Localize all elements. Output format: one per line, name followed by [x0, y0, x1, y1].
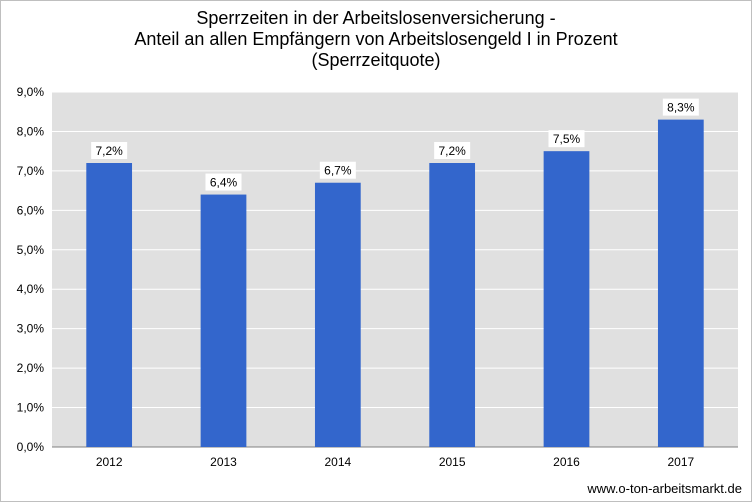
data-label-2016: 7,5%	[553, 132, 581, 146]
y-tick-label: 6,0%	[17, 203, 45, 217]
y-tick-label: 7,0%	[17, 164, 45, 178]
y-tick-label: 9,0%	[17, 85, 45, 99]
x-tick-label: 2013	[210, 455, 237, 469]
bar-2013	[200, 194, 247, 447]
x-tick-label: 2016	[553, 455, 580, 469]
plot-area	[52, 92, 738, 447]
data-label-box	[319, 161, 356, 179]
bar-2012	[86, 163, 133, 447]
data-label-box	[434, 142, 471, 159]
chart-title-line-1: Sperrzeiten in der Arbeitslosenversicher…	[196, 8, 556, 28]
x-tick-label: 2012	[96, 455, 123, 469]
data-label-2012: 7,2%	[95, 144, 123, 158]
data-label-box	[548, 130, 585, 148]
x-tick-label: 2017	[667, 455, 694, 469]
data-label-2014: 6,7%	[324, 164, 352, 178]
data-label-2015: 7,2%	[438, 144, 466, 158]
chart-title-line-2: Anteil an allen Empfängern von Arbeitslo…	[134, 29, 618, 49]
y-tick-label: 0,0%	[17, 440, 45, 454]
data-label-box	[205, 173, 242, 191]
bars	[86, 119, 704, 447]
chart-title: Sperrzeiten in der Arbeitslosenversicher…	[0, 8, 752, 71]
data-label-box	[662, 98, 699, 116]
data-labels: 7,2% 6,4% 6,7% 7,2% 7,5% 8,3%	[91, 98, 699, 191]
bar-2015	[429, 163, 476, 447]
bar-2016	[543, 151, 590, 447]
y-tick-label: 2,0%	[17, 361, 45, 375]
data-label-2013: 6,4%	[210, 176, 238, 190]
source-footer: www.o-ton-arbeitsmarkt.de	[587, 481, 742, 496]
gridlines	[52, 91, 738, 448]
x-axis-ticks: 2012 2013 2014 2015 2016 2017	[96, 455, 695, 469]
y-tick-label: 5,0%	[17, 243, 45, 257]
bar-2017	[657, 119, 704, 447]
x-tick-label: 2014	[324, 455, 351, 469]
y-tick-label: 8,0%	[17, 124, 45, 138]
x-tick-label: 2015	[439, 455, 466, 469]
y-tick-label: 1,0%	[17, 401, 45, 415]
y-tick-label: 3,0%	[17, 322, 45, 336]
data-label-2017: 8,3%	[667, 101, 695, 115]
y-tick-label: 4,0%	[17, 282, 45, 296]
bar-2014	[314, 182, 361, 447]
y-axis-ticks: 0,0% 1,0% 2,0% 3,0% 4,0% 5,0% 6,0% 7,0% 8,0% 9,0%	[17, 85, 45, 454]
data-label-box	[91, 142, 128, 159]
chart-title-line-3: (Sperrzeitquote)	[311, 50, 441, 70]
